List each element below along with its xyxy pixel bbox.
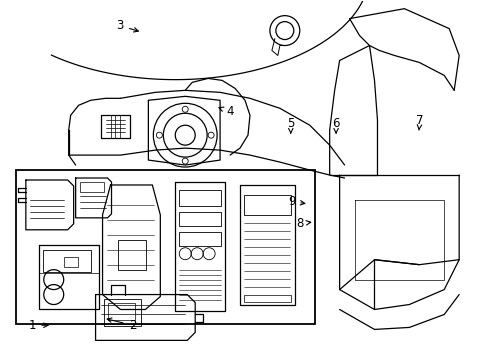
Bar bbox=[118, 240, 146, 270]
Bar bbox=[179, 232, 221, 246]
Bar bbox=[179, 190, 221, 206]
Bar bbox=[179, 212, 221, 226]
Text: 6: 6 bbox=[332, 117, 339, 133]
Bar bbox=[42, 250, 90, 272]
Bar bbox=[107, 302, 135, 320]
Text: 8: 8 bbox=[296, 217, 310, 230]
Text: 2: 2 bbox=[107, 318, 136, 332]
Text: 5: 5 bbox=[286, 117, 294, 133]
Bar bbox=[80, 182, 103, 192]
Bar bbox=[63, 257, 78, 267]
Text: 3: 3 bbox=[116, 19, 138, 32]
Bar bbox=[103, 298, 141, 327]
Text: 1: 1 bbox=[29, 319, 48, 332]
Bar bbox=[16, 170, 314, 324]
Bar bbox=[244, 195, 290, 215]
Text: 9: 9 bbox=[287, 195, 304, 208]
Bar bbox=[244, 294, 290, 302]
Text: 4: 4 bbox=[219, 105, 233, 118]
Text: 7: 7 bbox=[415, 114, 423, 130]
